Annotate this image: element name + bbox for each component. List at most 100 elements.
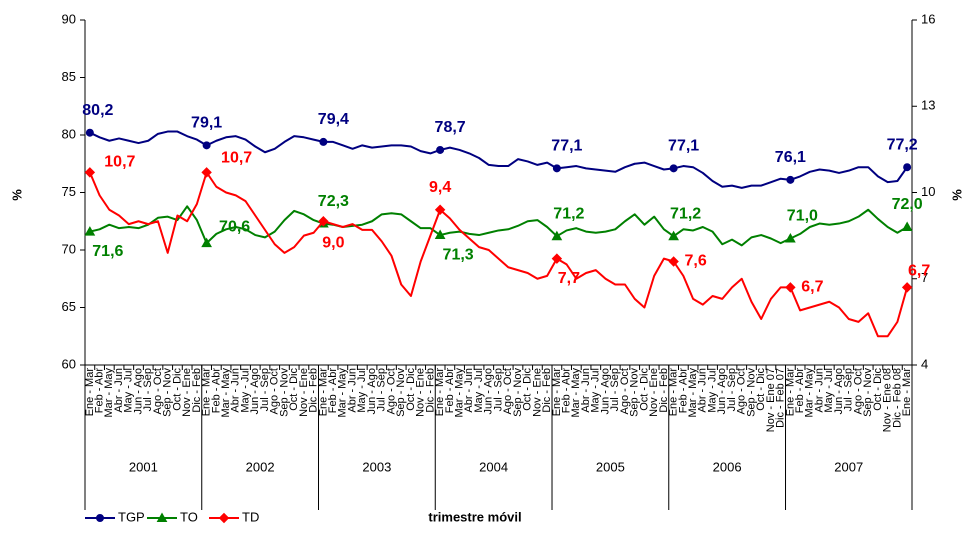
x-tick-label: Sep - Nov <box>162 368 174 417</box>
x-tick-label: Jun - Ago <box>483 368 495 414</box>
x-tick-label: Jun - Ago <box>132 368 144 414</box>
x-tick-label: Jul - Sep <box>609 368 621 411</box>
x-tick-label: Dic - Feb <box>541 368 553 413</box>
x-tick-label: Jul - Sep <box>376 368 388 411</box>
x-tick-label: Sep - Nov <box>862 368 874 417</box>
data-label: 10,7 <box>104 154 135 171</box>
data-label: 71,0 <box>787 208 818 225</box>
x-tick-label: Mar - May <box>103 368 115 418</box>
x-tick-label: Mar - May <box>337 368 349 418</box>
x-tick-label: Oct - Dic <box>288 368 300 411</box>
x-tick-label: May - Jul <box>473 368 485 413</box>
x-tick-label: Sep - Nov <box>745 368 757 417</box>
legend-label: TD <box>242 509 259 524</box>
x-tick-label: May - Jul <box>706 368 718 413</box>
data-label: 78,7 <box>435 119 466 136</box>
x-tick-label: Jul - Sep <box>843 368 855 411</box>
x-tick-label: Ago - Oct <box>385 368 397 414</box>
x-axis-title: trimestre móvil <box>428 509 521 524</box>
group-label: 2007 <box>834 459 863 474</box>
x-tick-label: Abr - Jun <box>113 368 125 413</box>
legend-marker <box>218 512 230 524</box>
y2-tick-label: 10 <box>921 184 935 199</box>
x-tick-label: Jul - Sep <box>259 368 271 411</box>
marker <box>434 229 446 240</box>
y2-axis-title: % <box>949 189 964 201</box>
x-tick-label: Sep - Nov <box>395 368 407 417</box>
x-tick-label: Abr - Jun <box>230 368 242 413</box>
group-label: 2003 <box>362 459 391 474</box>
x-tick-label: Ene - Mar <box>201 368 213 417</box>
marker <box>319 137 328 146</box>
x-tick-label: Ene - Mar <box>901 368 913 417</box>
legend-marker <box>156 512 168 522</box>
x-tick-label: Nov - Ene 08 <box>882 368 894 432</box>
x-tick-label: Ago - Oct <box>269 368 281 414</box>
data-label: 71,6 <box>92 243 123 260</box>
y-tick-label: 75 <box>62 184 76 199</box>
data-label: 71,2 <box>553 205 584 222</box>
x-tick-label: Jul - Sep <box>726 368 738 411</box>
marker <box>551 253 563 264</box>
group-label: 2005 <box>596 459 625 474</box>
y-tick-label: 70 <box>62 241 76 256</box>
x-tick-label: Ago - Oct <box>152 368 164 414</box>
data-label: 77,2 <box>887 136 918 153</box>
marker <box>668 230 679 241</box>
marker <box>436 145 445 154</box>
data-label: 76,1 <box>775 149 806 166</box>
series-line <box>89 130 908 189</box>
x-tick-label: Abr - Jun <box>580 368 592 413</box>
marker <box>786 175 795 184</box>
y2-tick-label: 4 <box>921 356 928 371</box>
legend-label: TO <box>180 509 198 524</box>
x-tick-label: Oct - Dic <box>872 368 884 411</box>
group-label: 2002 <box>246 459 275 474</box>
marker <box>85 128 94 137</box>
y-tick-label: 65 <box>62 299 76 314</box>
x-tick-label: Jul - Sep <box>492 368 504 411</box>
y2-tick-label: 13 <box>921 98 935 113</box>
x-tick-label: Ene - Mar <box>551 368 563 417</box>
x-tick-label: Jul - Sep <box>142 368 154 411</box>
x-tick-label: Feb - Abr <box>561 368 573 414</box>
data-label: 6,7 <box>801 279 823 296</box>
marker <box>785 282 796 293</box>
x-tick-label: May - Jul <box>356 368 368 413</box>
x-tick-label: Ene - Mar <box>317 368 329 417</box>
legend-label: TGP <box>118 509 145 524</box>
x-tick-label: Abr - Jun <box>346 368 358 413</box>
data-label: 9,4 <box>429 179 451 196</box>
x-tick-label: Mar - May <box>687 368 699 418</box>
x-tick-label: Jun - Ago <box>599 368 611 414</box>
marker <box>201 237 212 248</box>
x-tick-label: Ago - Oct <box>852 368 864 414</box>
marker <box>84 226 96 236</box>
marker <box>669 164 678 173</box>
x-tick-label: Oct - Dic <box>755 368 767 411</box>
x-tick-label: Nov - Ene <box>298 368 310 417</box>
data-label: 10,7 <box>221 150 252 167</box>
x-tick-label: May - Jul <box>823 368 835 413</box>
y2-tick-label: 16 <box>921 11 935 26</box>
x-tick-label: Ene - Mar <box>434 368 446 417</box>
x-tick-label: Feb - Abr <box>327 368 339 414</box>
data-label: 6,7 <box>908 263 930 280</box>
group-label: 2001 <box>129 459 158 474</box>
marker <box>668 256 679 267</box>
marker <box>785 232 796 243</box>
x-tick-label: Dic - Feb <box>424 368 436 413</box>
marker <box>551 230 563 241</box>
x-tick-label: Ene - Mar <box>668 368 680 417</box>
marker <box>84 167 96 178</box>
data-label: 9,0 <box>322 234 344 251</box>
x-tick-label: Dic - Feb 08 <box>891 368 903 428</box>
data-label: 77,1 <box>668 138 699 155</box>
x-tick-label: Jun - Ago <box>833 368 845 414</box>
marker <box>201 167 212 178</box>
data-label: 71,3 <box>443 246 474 263</box>
x-tick-label: Ago - Oct <box>502 368 514 414</box>
x-tick-label: May - Jul <box>590 368 602 413</box>
data-label: 77,1 <box>551 138 582 155</box>
